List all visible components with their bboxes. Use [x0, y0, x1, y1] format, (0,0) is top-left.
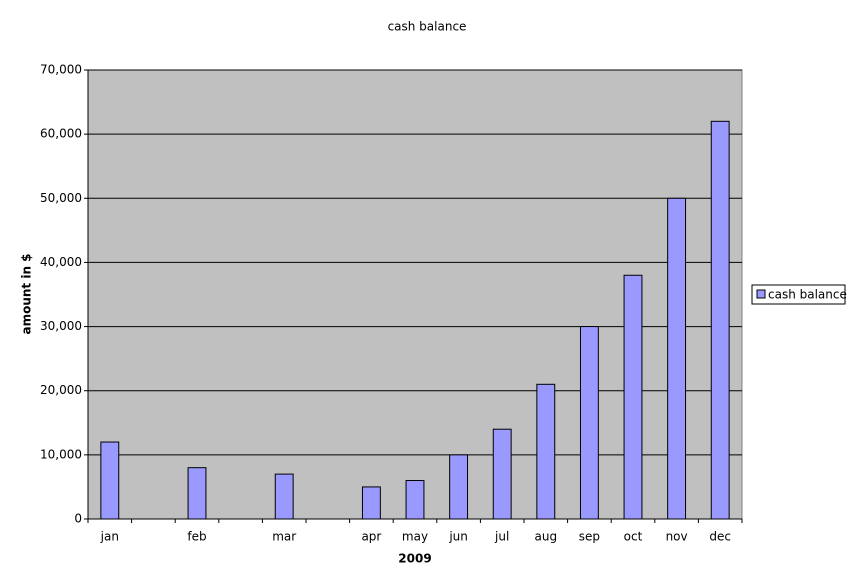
y-tick-label: 0: [74, 512, 82, 526]
bar: [274, 473, 294, 520]
y-tick-label: 20,000: [40, 383, 82, 397]
bar: [405, 480, 425, 520]
x-tick-label: jun: [448, 530, 468, 544]
bar: [187, 467, 207, 520]
bar: [667, 197, 687, 520]
chart-title: cash balance: [388, 20, 467, 34]
y-tick-label: 10,000: [40, 447, 82, 461]
plot-area: [87, 69, 743, 520]
x-tick-label: mar: [272, 530, 296, 544]
y-tick-label: 60,000: [40, 127, 82, 141]
x-tick-label: nov: [666, 530, 688, 544]
x-axis-label: 2009: [398, 552, 431, 566]
bar: [579, 326, 599, 520]
x-tick-label: feb: [187, 530, 206, 544]
y-axis-label: amount in $: [20, 253, 34, 334]
x-tick-label: may: [402, 530, 428, 544]
x-tick-label: dec: [709, 530, 731, 544]
x-tick-label: aug: [535, 530, 558, 544]
bar: [361, 486, 381, 520]
bar: [536, 383, 556, 520]
bar: [492, 428, 512, 520]
legend-label: cash balance: [768, 288, 847, 302]
x-tick-label: sep: [579, 530, 600, 544]
legend-swatch: [756, 289, 766, 299]
bar: [623, 274, 643, 520]
y-tick-label: 30,000: [40, 319, 82, 333]
x-tick-label: oct: [624, 530, 643, 544]
bar: [100, 441, 120, 520]
bar: [449, 454, 469, 520]
y-tick-label: 40,000: [40, 255, 82, 269]
bar: [710, 120, 730, 520]
x-tick-label: jul: [494, 530, 509, 544]
y-tick-label: 50,000: [40, 191, 82, 205]
legend: [751, 284, 846, 305]
x-tick-label: jan: [100, 530, 119, 544]
x-tick-label: apr: [361, 530, 381, 544]
y-tick-label: 70,000: [40, 63, 82, 77]
